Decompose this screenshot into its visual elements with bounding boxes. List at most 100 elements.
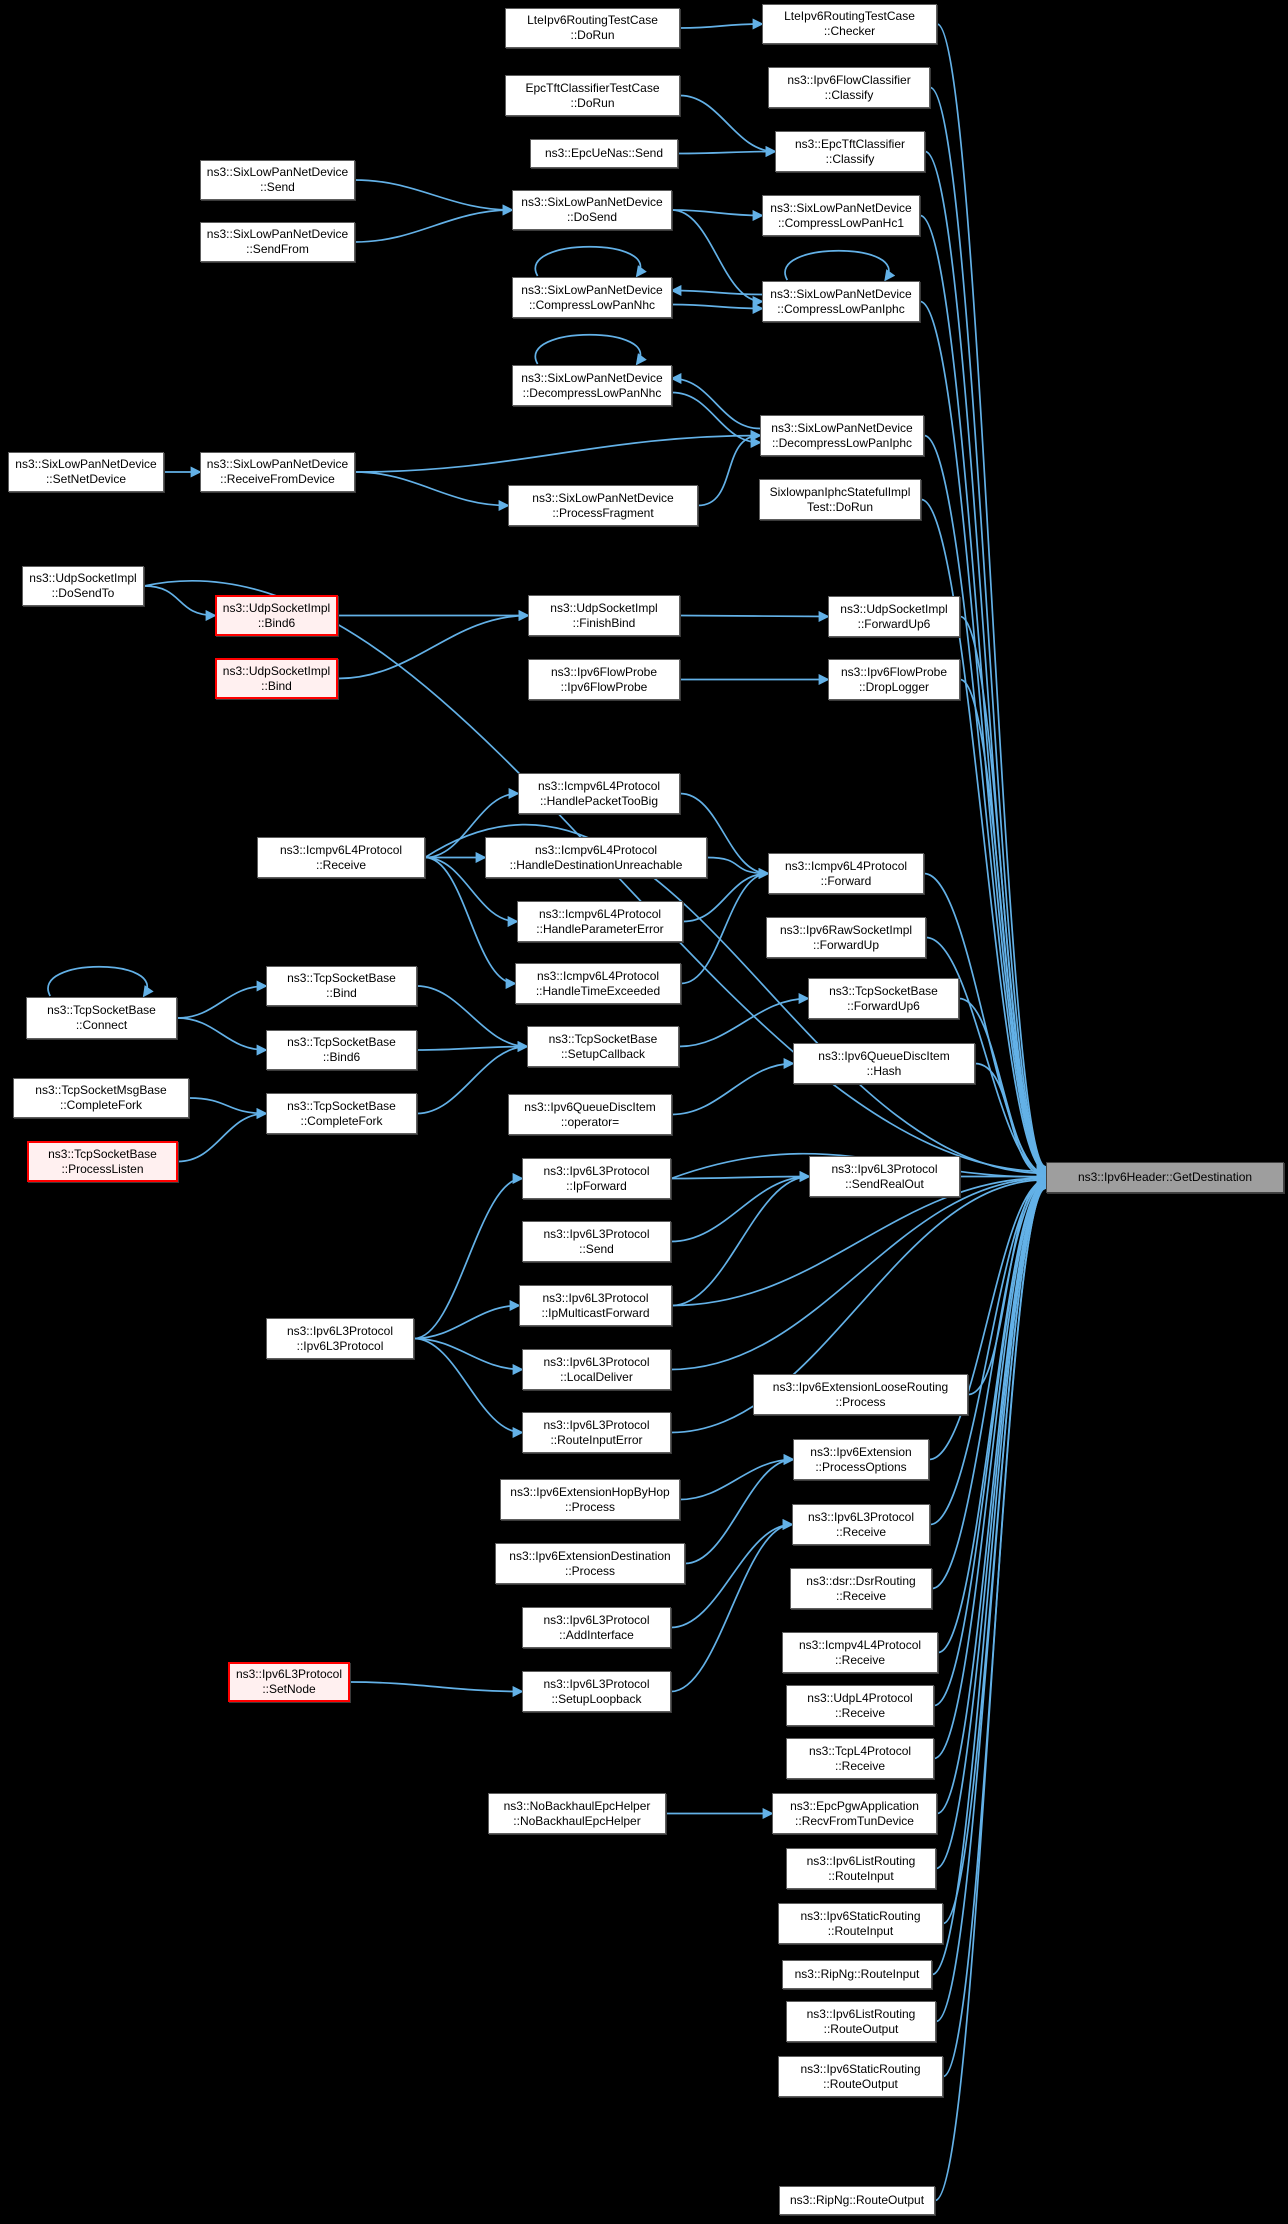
node-dosend[interactable]: ns3::SixLowPanNetDevice::DoSend [512,190,672,230]
node-statefuldorun[interactable]: SixlowpanIphcStatefulImpl Test::DoRun [759,479,921,520]
node-addinterface[interactable]: ns3::Ipv6L3Protocol::AddInterface [522,1607,671,1648]
node-localdeliver[interactable]: ns3::Ipv6L3Protocol::LocalDeliver [522,1349,671,1390]
edge-l3ctor-localdeliver [413,1337,524,1376]
node-cnhc[interactable]: ns3::SixLowPanNetDevice::CompressLowPanN… [512,277,672,318]
node-label-line1: ns3::SixLowPanNetDevice [770,200,912,215]
node-dsrreceive[interactable]: ns3::dsr::DsrRouting::Receive [790,1568,932,1609]
node-ltedorun[interactable]: LteIpv6RoutingTestCase::DoRun [505,8,680,48]
node-tbind6[interactable]: ns3::TcpSocketBase::Bind6 [266,1030,417,1070]
edge-connect-tbind [176,980,268,1019]
node-setnode[interactable]: ns3::Ipv6L3Protocol::SetNode [228,1662,350,1702]
node-staticroutein[interactable]: ns3::Ipv6StaticRouting::RouteInput [778,1903,943,1944]
node-sendrealout[interactable]: ns3::Ipv6L3Protocol::SendRealOut [809,1156,960,1197]
node-label-line1: ns3::Ipv6L3Protocol [543,1163,650,1178]
node-rawforwardup[interactable]: ns3::Ipv6RawSocketImpl::ForwardUp [766,917,926,958]
node-setupcallback[interactable]: ns3::TcpSocketBase::SetupCallback [527,1026,679,1067]
node-hte[interactable]: ns3::Icmpv6L4Protocol::HandleTimeExceede… [515,963,681,1004]
node-epctftdorun[interactable]: EpcTftClassifierTestCase::DoRun [505,75,680,116]
node-label-line2: ::Receive [834,1758,886,1773]
node-l3send[interactable]: ns3::Ipv6L3Protocol::Send [522,1221,671,1262]
node-ipmcfwd[interactable]: ns3::Ipv6L3Protocol::IpMulticastForward [519,1285,672,1326]
node-label-line1: ns3::Ipv6ExtensionHopByHop [510,1484,670,1499]
node-tcpl4receive[interactable]: ns3::TcpL4Protocol::Receive [786,1738,934,1779]
node-l3receive[interactable]: ns3::Ipv6L3Protocol::Receive [792,1504,930,1545]
node-label-line2: ::CompressLowPanNhc [528,297,656,312]
edge-epcuenas-tftclassify [677,145,777,158]
node-connect[interactable]: ns3::TcpSocketBase::Connect [26,997,177,1039]
edge-connect-tbind6 [176,1017,268,1056]
node-icmpv4receive[interactable]: ns3::Icmpv4L4Protocol::Receive [782,1632,938,1673]
node-label-line2: ::IpForward [566,1178,627,1193]
node-looseprocess[interactable]: ns3::Ipv6ExtensionLooseRouting::Process [753,1374,968,1415]
node-uforwardup6[interactable]: ns3::UdpSocketImpl::ForwardUp6 [828,596,960,637]
node-ciphc[interactable]: ns3::SixLowPanNetDevice::CompressLowPanI… [762,281,920,322]
node-tftclassify[interactable]: ns3::EpcTftClassifier::Classify [775,131,925,172]
node-finishbind[interactable]: ns3::UdpSocketImpl::FinishBind [528,595,680,636]
node-label-line1: ns3::SixLowPanNetDevice [521,195,663,209]
edge-icmpv6receive-getdest [424,823,1048,1179]
node-sendfrom[interactable]: ns3::SixLowPanNetDevice::SendFrom [200,222,355,262]
node-hpe[interactable]: ns3::Icmpv6L4Protocol::HandleParameterEr… [517,901,683,942]
node-l3ctor[interactable]: ns3::Ipv6L3Protocol::Ipv6L3Protocol [266,1318,414,1359]
node-udpl4receive[interactable]: ns3::UdpL4Protocol::Receive [786,1685,934,1726]
node-epcpgwrecv[interactable]: ns3::EpcPgwApplication::RecvFromTunDevic… [772,1793,937,1834]
node-label-line2: ::SetNode [262,1682,316,1696]
node-tbind[interactable]: ns3::TcpSocketBase::Bind [266,966,417,1006]
node-label-line2: ::HandleTimeExceeded [535,983,661,998]
node-ubind6[interactable]: ns3::UdpSocketImpl::Bind6 [215,595,338,636]
node-routeinputerror[interactable]: ns3::Ipv6L3Protocol::RouteInputError [522,1412,671,1453]
node-dnhc[interactable]: ns3::SixLowPanNetDevice::DecompressLowPa… [512,365,672,406]
node-hbhprocess[interactable]: ns3::Ipv6ExtensionHopByHop::Process [500,1479,680,1520]
node-epcuenas[interactable]: ns3::EpcUeNas::Send [530,139,678,168]
node-ubind[interactable]: ns3::UdpSocketImpl::Bind [215,658,338,699]
node-label-line1: ns3::SixLowPanNetDevice [206,165,349,179]
node-label-line2: ::CompressLowPanHc1 [777,215,905,230]
node-send[interactable]: ns3::SixLowPanNetDevice::Send [200,160,355,200]
node-diphc[interactable]: ns3::SixLowPanNetDevice::DecompressLowPa… [760,415,924,456]
node-flowprobector[interactable]: ns3::Ipv6FlowProbe::Ipv6FlowProbe [528,659,680,700]
node-processfrag[interactable]: ns3::SixLowPanNetDevice::ProcessFragment [508,485,698,526]
node-dosendto[interactable]: ns3::UdpSocketImpl::DoSendTo [22,566,144,606]
node-label-line1: ns3::SixLowPanNetDevice [771,420,913,435]
node-droplogger[interactable]: ns3::Ipv6FlowProbe::DropLogger [828,659,960,700]
node-hc1[interactable]: ns3::SixLowPanNetDevice::CompressLowPanH… [762,195,920,236]
node-ripngroutein[interactable]: ns3::RipNg::RouteInput [782,1960,932,1989]
node-qdihash[interactable]: ns3::Ipv6QueueDiscItem::Hash [793,1043,975,1084]
node-label-line2: ::SetupLoopback [551,1691,642,1706]
node-icmpv6receive[interactable]: ns3::Icmpv6L4Protocol::Receive [257,837,425,878]
node-recvfromdev[interactable]: ns3::SixLowPanNetDevice::ReceiveFromDevi… [200,452,355,492]
node-label-line2: ::DoSend [566,210,618,224]
node-setnetdevice[interactable]: ns3::SixLowPanNetDevice::SetNetDevice [8,452,164,492]
node-listroutein[interactable]: ns3::Ipv6ListRouting::RouteInput [786,1848,936,1889]
node-qdioperator[interactable]: ns3::Ipv6QueueDiscItem::operator= [508,1094,672,1135]
node-tcompletefork[interactable]: ns3::TcpSocketBase::CompleteFork [266,1093,417,1134]
node-processlisten[interactable]: ns3::TcpSocketBase::ProcessListen [27,1141,178,1182]
node-hptb[interactable]: ns3::Icmpv6L4Protocol::HandlePacketTooBi… [518,773,680,814]
node-getdest[interactable]: ns3::Ipv6Header::GetDestination [1046,1162,1284,1193]
node-label-line1: ns3::TcpSocketBase [48,1146,157,1161]
node-ipforward[interactable]: ns3::Ipv6L3Protocol::IpForward [522,1158,671,1199]
node-processoptions[interactable]: ns3::Ipv6Extension::ProcessOptions [793,1439,929,1480]
edge-recvfromdev-processfrag [354,471,510,512]
node-label-line2: ::SendFrom [246,242,309,256]
node-label-line1: ns3::Ipv6StaticRouting [800,2061,921,2076]
node-checker[interactable]: LteIpv6RoutingTestCase::Checker [762,4,937,44]
node-label-line1: ns3::TcpSocketBase [287,1035,396,1049]
node-tforwardup6[interactable]: ns3::TcpSocketBase::ForwardUp6 [808,978,959,1019]
node-staticrouteout[interactable]: ns3::Ipv6StaticRouting::RouteOutput [778,2056,943,2097]
node-setuploopback[interactable]: ns3::Ipv6L3Protocol::SetupLoopback [522,1671,671,1712]
node-ripngrouteout[interactable]: ns3::RipNg::RouteOutput [779,2186,935,2215]
node-destprocess[interactable]: ns3::Ipv6ExtensionDestination::Process [495,1543,685,1584]
node-msgcompletefork[interactable]: ns3::TcpSocketMsgBase::CompleteFork [13,1078,189,1118]
node-label-line2: ::RouteInput [828,1868,894,1883]
node-listrouteout[interactable]: ns3::Ipv6ListRouting::RouteOutput [786,2001,936,2042]
node-label-line1: ns3::Ipv6FlowProbe [840,664,948,679]
node-nobackhaul[interactable]: ns3::NoBackhaulEpcHelper::NoBackhaulEpcH… [488,1793,666,1834]
node-label-line2: ::Ipv6L3Protocol [296,1338,384,1353]
edge-finishbind-uforwardup6 [679,610,830,623]
edge-ipmcfwd-getdest [671,1172,1048,1307]
node-icmpv6forward[interactable]: ns3::Icmpv6L4Protocol::Forward [768,853,924,894]
node-label-line1: EpcTftClassifierTestCase [525,80,660,95]
node-hdu[interactable]: ns3::Icmpv6L4Protocol::HandleDestination… [485,837,707,878]
node-fcclassify[interactable]: ns3::Ipv6FlowClassifier::Classify [768,67,930,108]
